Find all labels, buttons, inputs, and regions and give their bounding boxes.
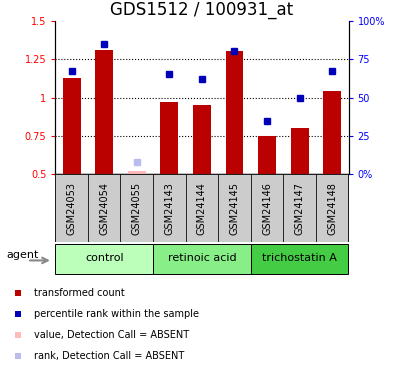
Bar — [315, 174, 348, 242]
Text: GSM24054: GSM24054 — [99, 182, 109, 235]
Bar — [193, 105, 210, 174]
Text: GSM24146: GSM24146 — [261, 182, 272, 235]
Bar — [185, 174, 218, 242]
Bar — [63, 78, 81, 174]
Text: GSM24143: GSM24143 — [164, 182, 174, 235]
Bar — [153, 174, 185, 242]
Bar — [283, 174, 315, 242]
Bar — [120, 174, 153, 242]
Bar — [55, 244, 153, 274]
Text: rank, Detection Call = ABSENT: rank, Detection Call = ABSENT — [34, 351, 184, 361]
Bar — [128, 171, 145, 174]
Bar — [153, 244, 250, 274]
Bar — [55, 174, 88, 242]
Bar — [160, 102, 178, 174]
Bar — [258, 136, 275, 174]
Bar — [322, 92, 340, 174]
Text: control: control — [85, 253, 123, 263]
Bar — [95, 50, 113, 174]
Text: percentile rank within the sample: percentile rank within the sample — [34, 309, 198, 319]
Bar — [250, 174, 283, 242]
Text: GSM24145: GSM24145 — [229, 182, 239, 235]
Bar — [250, 244, 348, 274]
Text: retinoic acid: retinoic acid — [167, 253, 236, 263]
Text: GSM24053: GSM24053 — [67, 182, 76, 235]
Text: GSM24055: GSM24055 — [131, 182, 142, 235]
Text: GSM24148: GSM24148 — [326, 182, 336, 235]
Text: trichostatin A: trichostatin A — [262, 253, 336, 263]
Text: value, Detection Call = ABSENT: value, Detection Call = ABSENT — [34, 330, 189, 340]
Bar — [88, 174, 120, 242]
Bar — [290, 128, 308, 174]
Text: agent: agent — [7, 251, 39, 260]
Text: GSM24144: GSM24144 — [196, 182, 207, 235]
Title: GDS1512 / 100931_at: GDS1512 / 100931_at — [110, 2, 293, 20]
Text: transformed count: transformed count — [34, 288, 124, 298]
Bar — [225, 51, 243, 174]
Text: GSM24147: GSM24147 — [294, 182, 304, 235]
Bar — [218, 174, 250, 242]
